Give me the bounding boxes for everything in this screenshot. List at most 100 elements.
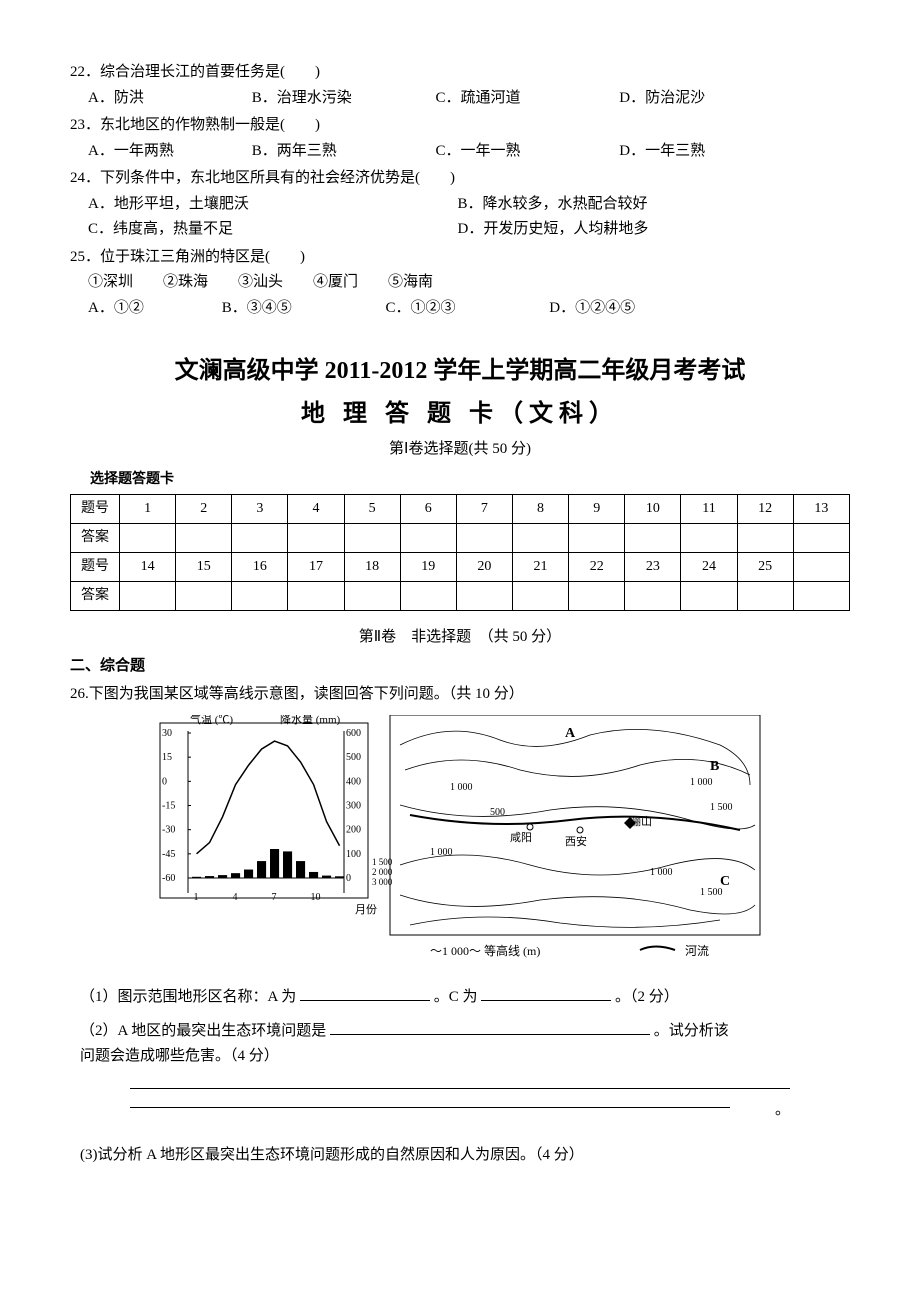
cell [176,581,232,610]
cell: 1 [120,494,176,523]
q26-sub2-pre: （2）A 地区的最突出生态环境问题是 [80,1023,326,1039]
q22-opt-a: A．防洪 [88,86,218,112]
cell [625,523,681,552]
q25-stem: 25．位于珠江三角洲的特区是( ) [70,245,850,271]
q24-opt-a: A．地形平坦，土壤肥沃 [88,192,454,218]
q26-stem: 26.下图为我国某区域等高线示意图，读图回答下列问题。（共 10 分） [70,682,850,708]
q24-options: A．地形平坦，土壤肥沃 B．降水较多，水热配合较好 C．纬度高，热量不足 D．开… [70,192,850,243]
sub-title: 地 理 答 题 卡（文科） [70,394,850,435]
q23-options: A．一年两熟 B．两年三熟 C．一年一熟 D．一年三熟 [70,139,850,165]
blank [300,985,430,1001]
cell: 15 [176,552,232,581]
cell: 12 [737,494,793,523]
q22-opt-c: C．疏通河道 [436,86,586,112]
svg-text:10: 10 [311,892,321,903]
cell: 19 [400,552,456,581]
question-26: 26.下图为我国某区域等高线示意图，读图回答下列问题。（共 10 分） 3015… [70,682,850,1169]
cell [456,581,512,610]
cell: 14 [120,552,176,581]
svg-text:600: 600 [346,728,361,739]
svg-text:-45: -45 [162,849,175,860]
svg-text:1 000: 1 000 [650,867,673,878]
table-row: 题号 1 2 3 4 5 6 7 8 9 10 11 12 13 [71,494,850,523]
svg-text:400: 400 [346,777,361,788]
q24-opt-d: D．开发历史短，人均耕地多 [458,217,824,243]
cell [176,523,232,552]
cell: 13 [793,494,849,523]
q24-opt-c: C．纬度高，热量不足 [88,217,454,243]
svg-text:-30: -30 [162,825,175,836]
svg-text:B: B [710,759,719,774]
svg-text:C: C [720,874,730,889]
answer-table: 题号 1 2 3 4 5 6 7 8 9 10 11 12 13 答案 题号 1… [70,494,850,611]
answer-line [130,1107,730,1108]
cell [400,523,456,552]
cell: 22 [569,552,625,581]
cell [456,523,512,552]
svg-text:咸阳: 咸阳 [510,831,532,844]
q26-sub1-pre: （1）图示范围地形区名称：A 为 [80,989,296,1005]
svg-text:1 500: 1 500 [372,857,393,867]
cell [344,581,400,610]
cell [512,523,568,552]
cell: 10 [625,494,681,523]
table-row: 题号 14 15 16 17 18 19 20 21 22 23 24 25 [71,552,850,581]
q22-opt-b: B．治理水污染 [252,86,402,112]
svg-text:4: 4 [233,892,238,903]
q23-opt-c: C．一年一熟 [436,139,586,165]
q25-opt-d: D．①②④⑤ [549,296,635,322]
combined-figure: 30150-15-30-45-60 6005004003002001000 气温… [150,715,770,975]
cell [625,581,681,610]
cell [288,523,344,552]
cell [120,581,176,610]
q22-opt-d: D．防治泥沙 [619,86,705,112]
answer-line [130,1088,790,1089]
q26-sub1-mid: 。C 为 [434,989,478,1005]
cell: 4 [288,494,344,523]
q24-opt-b: B．降水较多，水热配合较好 [458,192,824,218]
cell: 18 [344,552,400,581]
svg-text:1: 1 [194,892,199,903]
cell: 11 [681,494,737,523]
svg-text:〜1 000〜 等高线 (m): 〜1 000〜 等高线 (m) [430,943,540,958]
q26-sub2: （2）A 地区的最突出生态环境问题是 。试分析该 问题会造成哪些危害。（4 分） [80,1019,850,1070]
cell [681,523,737,552]
svg-text:河流: 河流 [685,944,709,958]
blank [330,1019,650,1035]
main-title: 文澜高级中学 2011-2012 学年上学期高二年级月考考试 [70,351,850,392]
row-header: 题号 [71,552,120,581]
cell: 9 [569,494,625,523]
svg-text:500: 500 [346,753,361,764]
q23-stem: 23．东北地区的作物熟制一般是( ) [70,113,850,139]
cell: 17 [288,552,344,581]
svg-text:1 000: 1 000 [690,777,713,788]
svg-text:月份: 月份 [355,903,377,916]
cell: 23 [625,552,681,581]
cell: 20 [456,552,512,581]
svg-text:0: 0 [162,777,167,788]
part2-label: 第Ⅱ卷 非选择题 （共 50 分） [70,625,850,651]
q25-opt-c: C．①②③ [386,296,516,322]
svg-text:气温 (℃): 气温 (℃) [190,715,233,726]
cell: 24 [681,552,737,581]
q23-opt-a: A．一年两熟 [88,139,218,165]
row-header: 答案 [71,581,120,610]
question-22: 22．综合治理长江的首要任务是( ) A．防洪 B．治理水污染 C．疏通河道 D… [70,60,850,111]
cell [344,523,400,552]
cell [232,523,288,552]
cell [569,523,625,552]
q22-stem: 22．综合治理长江的首要任务是( ) [70,60,850,86]
blank [481,985,611,1001]
q26-sub1-end: 。（2 分） [615,989,679,1005]
svg-text:15: 15 [162,753,172,764]
q23-opt-d: D．一年三熟 [619,139,705,165]
svg-text:A: A [565,726,576,741]
cell [793,523,849,552]
q22-options: A．防洪 B．治理水污染 C．疏通河道 D．防治泥沙 [70,86,850,112]
cell [288,581,344,610]
table-row: 答案 [71,523,850,552]
q26-sub1: （1）图示范围地形区名称：A 为 。C 为 。（2 分） [80,985,850,1011]
q26-sub2-line2: 问题会造成哪些危害。（4 分） [80,1048,279,1064]
row-header: 答案 [71,523,120,552]
svg-text:2 000: 2 000 [372,867,393,877]
